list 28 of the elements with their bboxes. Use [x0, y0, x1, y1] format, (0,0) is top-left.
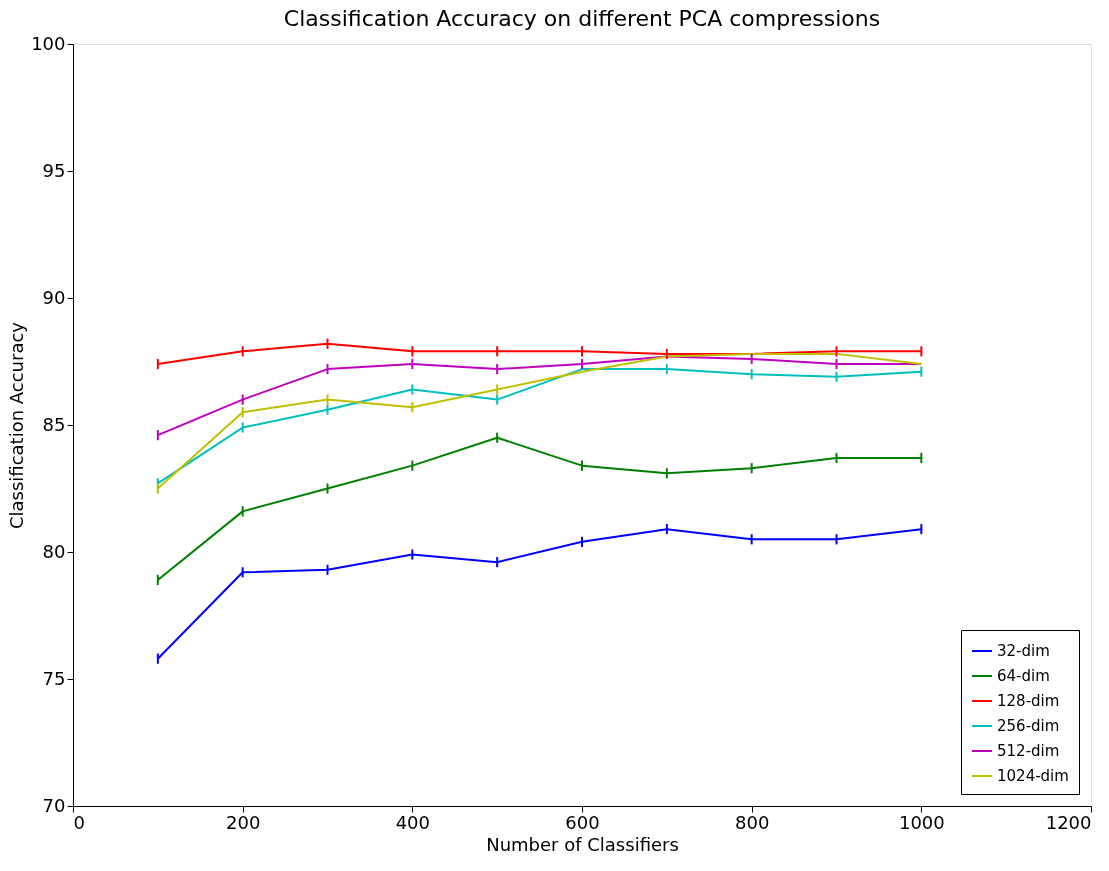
y-tick-label: 75 — [42, 667, 66, 689]
legend-label: 256-dim — [997, 717, 1060, 735]
y-tick-label: 85 — [42, 413, 66, 435]
x-tick-label: 600 — [565, 811, 600, 833]
y-tick-label: 80 — [42, 540, 66, 562]
line-series — [156, 352, 923, 490]
line-series — [156, 436, 923, 581]
legend-label: 128-dim — [997, 692, 1060, 710]
y-tick-label: 90 — [42, 286, 66, 308]
legend-label: 32-dim — [997, 642, 1050, 660]
line-series — [156, 528, 923, 660]
legend-label: 1024-dim — [997, 767, 1069, 785]
line-series — [156, 368, 923, 485]
y-tick-label: 100 — [31, 32, 66, 54]
x-tick-label: 1200 — [1045, 811, 1092, 833]
y-tick-label: 95 — [42, 159, 66, 181]
x-tick-label: 1000 — [898, 811, 945, 833]
x-tick-label: 0 — [73, 811, 85, 833]
x-axis-title: Number of Classifiers — [486, 833, 679, 855]
x-tick-label: 200 — [225, 811, 261, 833]
chart-title: Classification Accuracy on different PCA compressions — [283, 6, 881, 31]
legend-label: 512-dim — [997, 742, 1060, 760]
x-tick-label: 800 — [734, 811, 770, 833]
line-series — [156, 342, 923, 366]
y-axis-title: Classification Accuracy — [6, 321, 28, 529]
y-tick-label: 70 — [42, 794, 66, 816]
x-tick-label: 400 — [395, 811, 431, 833]
legend-label: 64-dim — [997, 667, 1050, 685]
